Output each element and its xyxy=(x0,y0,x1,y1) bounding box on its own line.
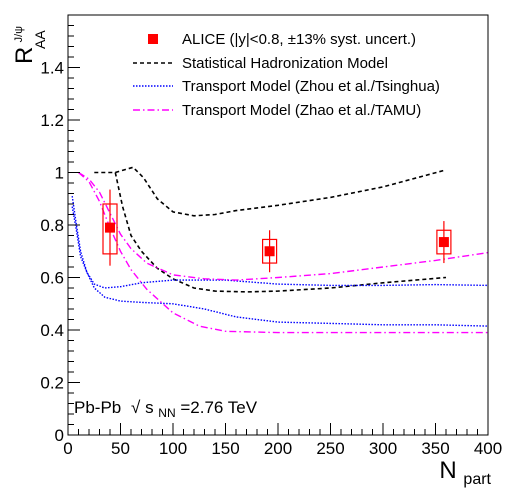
y-axis-title-sup: J/ψ xyxy=(13,26,25,43)
alice-point xyxy=(436,221,452,264)
y-tick-label: 1.4 xyxy=(40,59,64,78)
y-tick-label: 0.8 xyxy=(40,216,64,235)
x-axis-title-sub: part xyxy=(463,471,491,488)
annotation-value: =2.76 TeV xyxy=(180,398,257,417)
x-axis-title-main: N xyxy=(439,457,456,484)
model-curve-1-lower xyxy=(114,172,447,293)
legend-entry: ALICE (|y|<0.8, ±13% syst. uncert.) xyxy=(148,31,416,48)
annotation-s: s xyxy=(145,398,154,417)
y-tick-label: 0 xyxy=(55,426,64,445)
x-tick-label: 100 xyxy=(159,439,187,458)
alice-point xyxy=(262,230,278,273)
model-curve-1-upper xyxy=(94,166,447,217)
annotation-sqrt: √ xyxy=(131,398,141,417)
y-axis-title-sub: AA xyxy=(32,30,48,49)
model-curve-2-lower xyxy=(71,195,489,327)
legend-label: Transport Model (Zhou et al./Tsinghua) xyxy=(182,78,440,95)
data-marker xyxy=(438,237,449,248)
legend-swatch xyxy=(148,34,158,44)
model-curve-3-lower xyxy=(78,171,488,334)
y-axis-title: R AA J/ψ xyxy=(11,26,48,64)
syst-error-box xyxy=(102,203,118,255)
alice-data-points xyxy=(102,189,452,273)
x-tick-label: 350 xyxy=(421,439,449,458)
x-axis-title: N part xyxy=(439,457,491,488)
data-marker xyxy=(264,246,275,257)
y-tick-label: 0.2 xyxy=(40,374,64,393)
x-tick-label: 400 xyxy=(474,439,502,458)
y-tick-label: 0.4 xyxy=(40,321,64,340)
model-curves xyxy=(71,166,489,334)
x-tick-label: 200 xyxy=(264,439,292,458)
x-tick-label: 50 xyxy=(111,439,130,458)
legend-entry: Transport Model (Zhao et al./TAMU) xyxy=(133,102,421,119)
legend-label: Transport Model (Zhao et al./TAMU) xyxy=(182,102,421,119)
y-tick-label: 1.2 xyxy=(40,111,64,130)
y-tick-label: 1 xyxy=(55,164,64,183)
y-axis-title-main: R xyxy=(11,47,38,64)
x-tick-label: 0 xyxy=(63,439,72,458)
model-curve-3-upper xyxy=(78,171,489,281)
legend-entry: Transport Model (Zhou et al./Tsinghua) xyxy=(133,78,440,95)
annotation-s-sub: NN xyxy=(158,406,175,420)
annotation-prefix: Pb-Pb xyxy=(74,398,121,417)
x-tick-label: 250 xyxy=(316,439,344,458)
collision-annotation: Pb-Pb √ s NN =2.76 TeV xyxy=(74,398,258,421)
alice-point xyxy=(102,189,118,266)
x-tick-label: 150 xyxy=(211,439,239,458)
legend: ALICE (|y|<0.8, ±13% syst. uncert.) Stati… xyxy=(133,31,440,119)
legend-label: ALICE (|y|<0.8, ±13% syst. uncert.) xyxy=(182,31,416,48)
legend-label: Statistical Hadronization Model xyxy=(182,55,388,72)
y-tick-label: 0.6 xyxy=(40,269,64,288)
syst-error-box xyxy=(436,229,452,255)
legend-entry: Statistical Hadronization Model xyxy=(133,55,388,72)
syst-error-box xyxy=(262,238,278,264)
data-marker xyxy=(105,222,115,233)
x-tick-label: 300 xyxy=(369,439,397,458)
model-curve-2-upper xyxy=(71,206,489,289)
axes: 0 50 100 150 200 250 300 350 400 0 0.2 0.4 0.6 0.8 1 1.… xyxy=(40,14,502,458)
